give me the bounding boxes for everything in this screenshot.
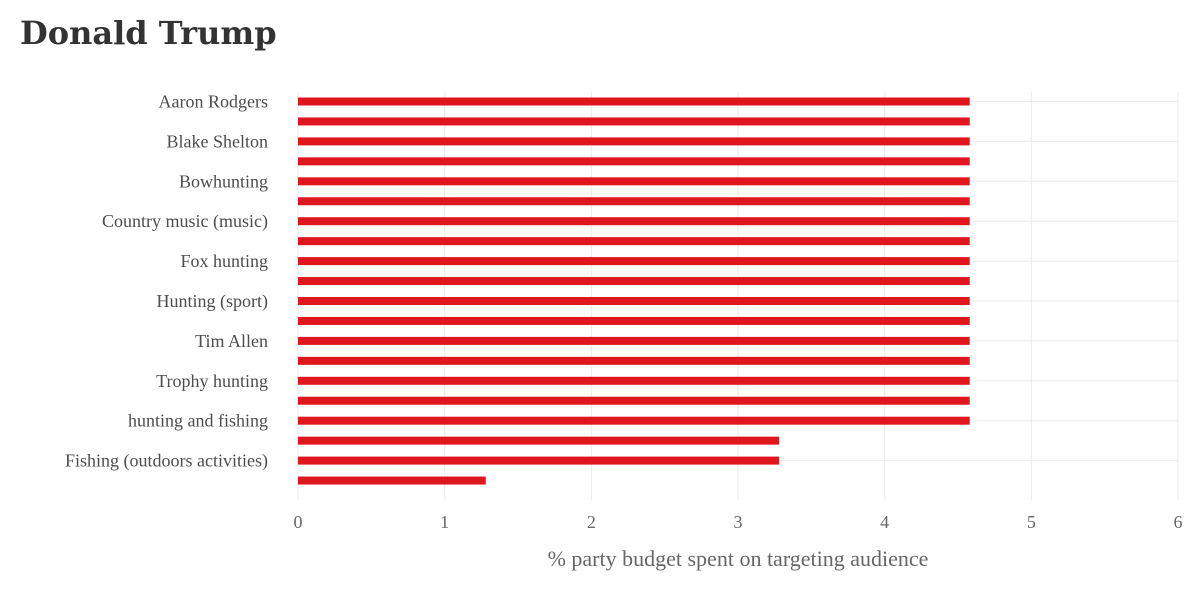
bar[interactable] [298,177,970,186]
category-label: Aaron Rodgers [159,92,268,112]
bar[interactable] [298,277,970,286]
bar[interactable] [298,297,970,305]
bar[interactable] [298,336,970,345]
category-label: Trophy hunting [156,371,268,391]
bar[interactable] [298,416,970,425]
x-tick-label: 3 [734,512,743,532]
x-tick-labels: 0 1 2 3 4 5 6 [294,512,1183,532]
bar[interactable] [298,117,970,126]
category-label: Bowhunting [179,171,268,191]
chart-title: Donald Trump [20,14,277,52]
x-tick-label: 1 [440,512,449,532]
bar[interactable] [298,316,970,325]
category-label: Fox hunting [180,251,268,271]
x-axis-title: % party budget spent on targeting audien… [548,546,929,571]
category-label: hunting and fishing [128,411,268,431]
bar[interactable] [298,456,780,465]
x-tick-label: 2 [587,512,596,532]
bar[interactable] [298,197,970,206]
x-tick-label: 5 [1027,512,1036,532]
bar[interactable] [298,157,970,166]
bar[interactable] [298,237,970,246]
bar[interactable] [298,97,970,106]
category-label: Country music (music) [102,211,268,232]
bar[interactable] [298,137,970,146]
bar[interactable] [298,356,970,365]
bar[interactable] [298,436,780,445]
bars [298,97,970,485]
category-label: Fishing (outdoors activities) [65,451,268,472]
bar[interactable] [298,476,486,485]
category-label: Hunting (sport) [157,291,269,312]
bar[interactable] [298,376,970,385]
bar[interactable] [298,257,970,266]
bar[interactable] [298,396,970,405]
x-tick-label: 0 [294,512,303,532]
category-label: Tim Allen [195,331,268,351]
x-tick-label: 4 [880,512,889,532]
category-labels: Aaron Rodgers Blake Shelton Bowhunting Coun… [65,92,268,472]
x-tick-label: 6 [1174,512,1183,532]
bar[interactable] [298,217,970,226]
category-label: Blake Shelton [167,131,269,151]
